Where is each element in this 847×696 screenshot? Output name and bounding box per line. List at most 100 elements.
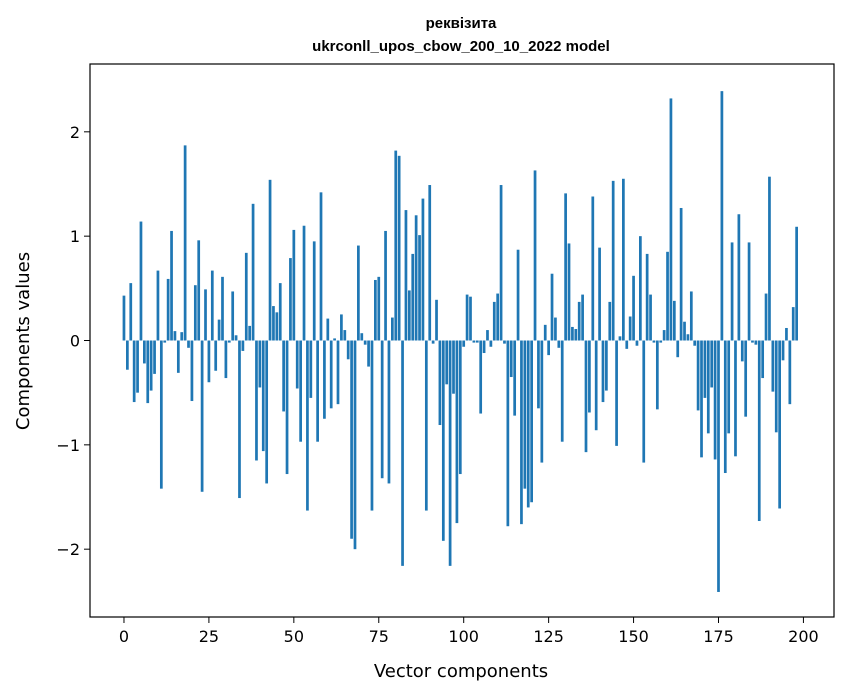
bar-104 [475, 340, 479, 343]
bar-111 [499, 185, 503, 341]
bar-125 [547, 340, 550, 356]
bar-33 [234, 335, 238, 341]
bar-171 [703, 340, 707, 398]
bar-71 [363, 340, 367, 345]
bar-144 [611, 180, 615, 341]
bar-103 [472, 340, 476, 343]
bar-160 [666, 251, 669, 341]
bar-21 [193, 285, 197, 341]
bar-182 [740, 340, 744, 362]
bar-132 [571, 326, 574, 341]
chart-title-line-2: ukrconll_upos_cbow_200_10_2022 model [312, 38, 610, 55]
bar-94 [441, 340, 445, 541]
bar-70 [360, 333, 364, 341]
bar-40 [258, 340, 262, 388]
bar-166 [686, 334, 690, 341]
bar-88 [421, 198, 425, 341]
bar-68 [353, 340, 357, 550]
bar-156 [652, 340, 656, 343]
bar-77 [384, 230, 387, 341]
bar-196 [788, 340, 792, 405]
bar-57 [316, 340, 319, 442]
bar-169 [696, 340, 700, 411]
bar-76 [380, 340, 384, 479]
bar-194 [781, 340, 785, 361]
x-tick-label: 125 [533, 627, 564, 646]
bar-98 [455, 340, 459, 524]
x-tick-label: 100 [448, 627, 479, 646]
bar-90 [428, 185, 432, 341]
bar-93 [438, 340, 442, 426]
bar-73 [370, 340, 374, 511]
bar-66 [346, 340, 350, 360]
bar-115 [513, 340, 517, 416]
bar-123 [540, 340, 544, 463]
bar-0 [122, 295, 126, 341]
bar-121 [533, 170, 537, 341]
bar-152 [639, 236, 642, 341]
bar-28 [217, 319, 221, 341]
bar-22 [197, 240, 201, 341]
bar-35 [241, 340, 245, 351]
bar-180 [734, 340, 737, 457]
bar-112 [503, 340, 506, 344]
y-tick-label: 1 [70, 227, 80, 246]
bar-154 [645, 253, 649, 341]
bar-24 [204, 289, 207, 341]
bar-42 [265, 340, 269, 484]
bar-102 [469, 296, 472, 341]
bar-15 [173, 331, 177, 341]
bar-120 [530, 340, 533, 503]
bar-82 [401, 340, 404, 566]
bar-179 [730, 242, 734, 341]
bar-20 [190, 340, 194, 402]
bar-series [122, 91, 798, 592]
bar-49 [289, 258, 292, 341]
bar-110 [496, 293, 500, 341]
x-axis-label: Vector components [374, 661, 548, 682]
bar-162 [672, 300, 676, 341]
bar-63 [336, 340, 340, 405]
bar-2 [129, 283, 133, 341]
bar-172 [706, 340, 710, 434]
bar-158 [659, 340, 663, 343]
bar-114 [509, 340, 513, 378]
bar-197 [791, 307, 795, 341]
bar-107 [486, 330, 489, 341]
bar-170 [700, 340, 703, 458]
bar-14 [170, 230, 173, 341]
bar-85 [411, 253, 415, 341]
bar-118 [523, 340, 527, 489]
bar-109 [492, 301, 496, 341]
bar-79 [391, 317, 394, 341]
bar-58 [319, 192, 323, 341]
bar-165 [683, 321, 686, 341]
bar-191 [771, 340, 775, 392]
bar-159 [662, 330, 666, 341]
bar-145 [615, 340, 618, 446]
bar-189 [764, 293, 768, 341]
x-tick-label: 200 [788, 627, 819, 646]
bar-195 [785, 327, 788, 341]
bar-17 [180, 332, 184, 341]
bar-61 [329, 340, 333, 409]
bar-27 [214, 340, 218, 371]
bar-138 [591, 196, 595, 341]
bar-183 [744, 340, 748, 417]
y-tick-label: −2 [56, 540, 80, 559]
bar-74 [374, 279, 377, 341]
bar-192 [774, 340, 778, 433]
bar-164 [679, 207, 683, 341]
bar-23 [200, 340, 204, 492]
bar-11 [159, 340, 163, 489]
bar-6 [143, 340, 146, 364]
bar-113 [506, 340, 510, 527]
bar-155 [649, 294, 652, 341]
bar-10 [156, 270, 160, 341]
bar-29 [221, 276, 224, 341]
bar-143 [608, 301, 612, 341]
x-tick-label: 50 [284, 627, 304, 646]
y-axis-label: Components values [13, 252, 34, 430]
bar-142 [605, 340, 608, 391]
bar-36 [244, 252, 248, 341]
